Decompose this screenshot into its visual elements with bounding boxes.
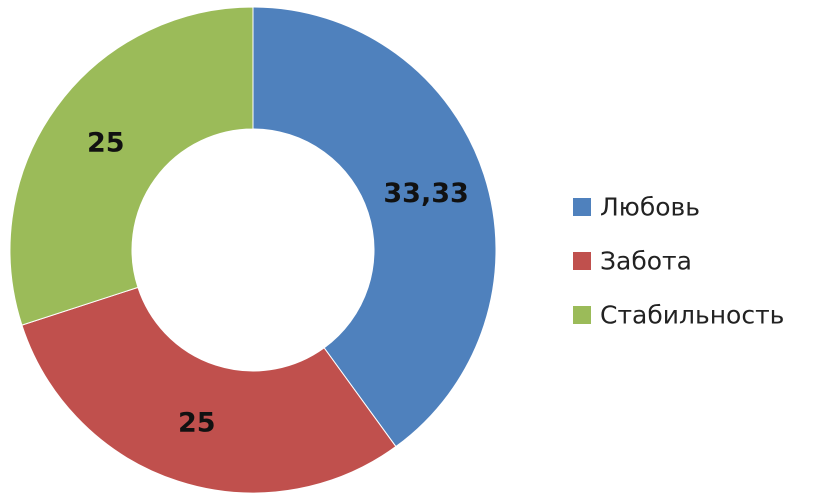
data-label-2: 25 bbox=[178, 408, 216, 439]
legend-label-2: Забота bbox=[600, 247, 692, 276]
legend-swatch-1 bbox=[573, 198, 591, 216]
data-label-3: 25 bbox=[87, 128, 125, 159]
legend-item-3: Стабильность bbox=[573, 301, 784, 330]
chart-data-labels: 33,33 25 25 bbox=[87, 128, 469, 439]
doughnut-slice-1 bbox=[252, 6, 497, 448]
legend-item-2: Забота bbox=[573, 247, 692, 276]
doughnut-slice-2 bbox=[21, 286, 397, 494]
legend-swatch-3 bbox=[573, 306, 591, 324]
chart-legend: Любовь Забота Стабильность bbox=[573, 193, 784, 330]
data-label-1: 33,33 bbox=[383, 178, 468, 209]
legend-item-1: Любовь bbox=[573, 193, 700, 222]
legend-label-3: Стабильность bbox=[600, 301, 784, 330]
legend-label-1: Любовь bbox=[600, 193, 700, 222]
chart-slices bbox=[9, 6, 497, 494]
legend-swatch-2 bbox=[573, 252, 591, 270]
doughnut-slice-3 bbox=[9, 6, 254, 326]
